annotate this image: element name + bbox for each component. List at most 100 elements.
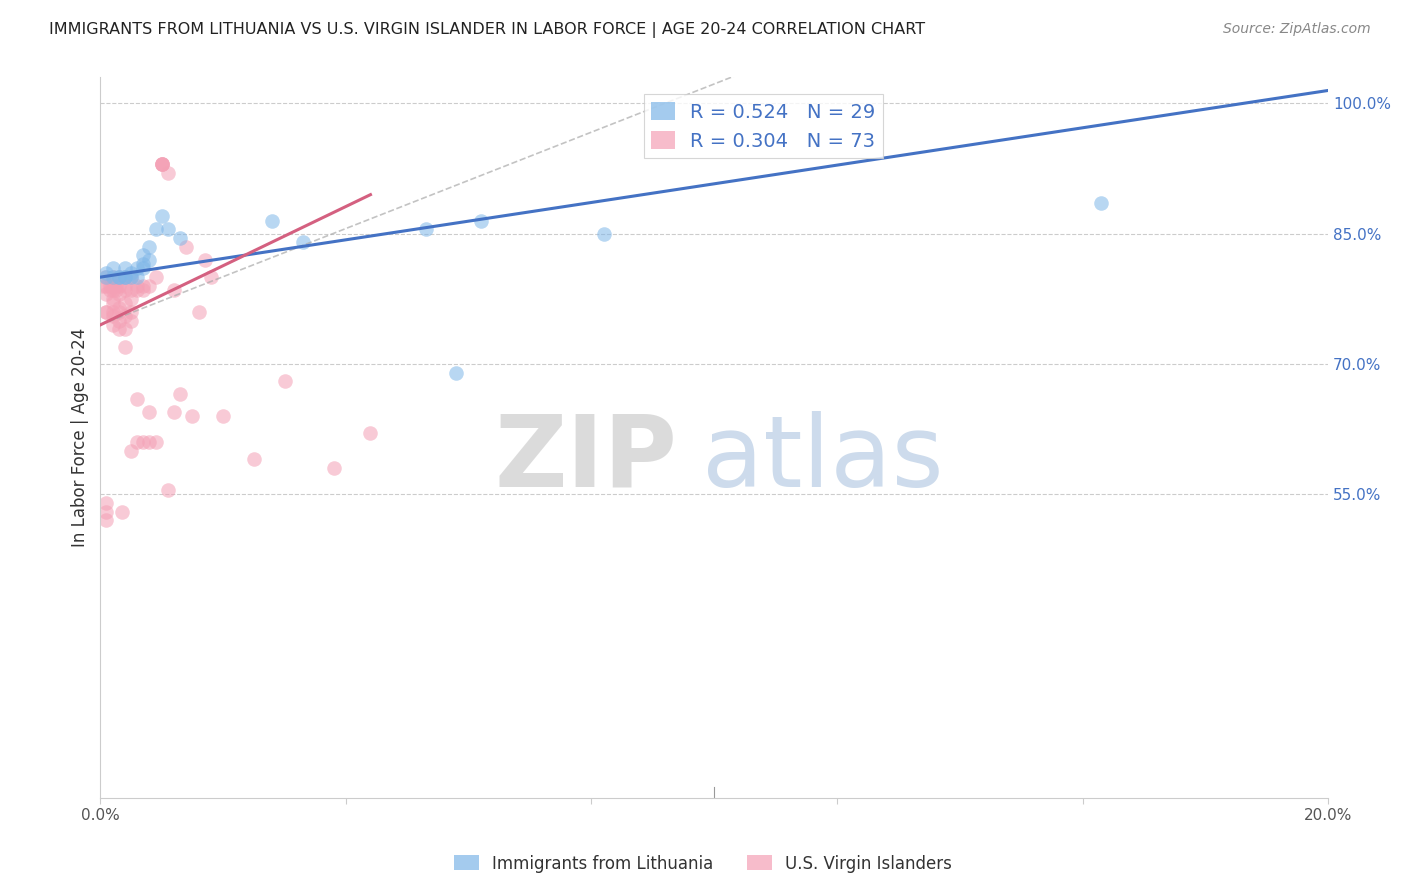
Point (138, 240, 160, 254)
Point (132, 435, 155, 450)
Point (169, 387, 191, 401)
Point (145, 270, 167, 285)
Point (101, 309, 124, 323)
Point (107, 322, 129, 336)
Point (187, 305, 209, 319)
Point (150, 157, 173, 171)
Point (114, 270, 136, 285)
Point (120, 266, 142, 280)
Point (120, 283, 142, 297)
Legend: Immigrants from Lithuania, U.S. Virgin Islanders: Immigrants from Lithuania, U.S. Virgin I… (447, 848, 959, 880)
Point (107, 270, 129, 285)
Point (132, 257, 155, 271)
Point (101, 296, 124, 310)
Point (127, 283, 149, 297)
Point (107, 270, 129, 285)
Point (101, 270, 124, 285)
Point (101, 278, 124, 293)
Point (176, 240, 198, 254)
Point (104, 278, 127, 293)
Point (138, 278, 160, 293)
Point (138, 405, 160, 419)
Point (114, 309, 136, 323)
Point (156, 483, 179, 497)
Point (150, 157, 173, 171)
Point (114, 296, 136, 310)
Point (111, 504, 134, 518)
Point (107, 287, 129, 301)
Point (150, 210, 173, 224)
Point (138, 435, 160, 450)
Point (96, 305, 118, 319)
Point (101, 270, 124, 285)
Point (96, 305, 118, 319)
Point (107, 270, 129, 285)
Point (114, 261, 136, 276)
Point (96, 513, 118, 527)
Point (194, 252, 217, 267)
Point (114, 270, 136, 285)
Point (145, 435, 167, 450)
Text: ZIP: ZIP (495, 411, 678, 508)
Point (114, 270, 136, 285)
Point (322, 461, 344, 475)
Point (470, 213, 492, 227)
Point (132, 248, 155, 262)
Point (107, 278, 129, 293)
Point (120, 305, 142, 319)
Point (212, 409, 235, 423)
Point (98, 283, 121, 297)
Point (114, 283, 136, 297)
Point (120, 270, 142, 285)
Point (359, 426, 381, 441)
Point (96, 504, 118, 518)
Point (150, 157, 173, 171)
Point (101, 261, 124, 276)
Point (132, 283, 155, 297)
Point (243, 452, 266, 467)
Point (96, 266, 118, 280)
Point (114, 278, 136, 293)
Point (101, 283, 124, 297)
Point (163, 283, 186, 297)
Point (156, 222, 179, 236)
Point (101, 318, 124, 332)
Point (101, 292, 124, 306)
Point (169, 231, 191, 245)
Point (107, 305, 129, 319)
Point (150, 157, 173, 171)
Point (592, 227, 614, 241)
Point (415, 222, 437, 236)
Point (127, 392, 149, 406)
Point (138, 252, 160, 267)
Text: IMMIGRANTS FROM LITHUANIA VS U.S. VIRGIN ISLANDER IN LABOR FORCE | AGE 20-24 COR: IMMIGRANTS FROM LITHUANIA VS U.S. VIRGIN… (49, 22, 925, 38)
Point (93, 278, 115, 293)
Point (127, 270, 149, 285)
Point (262, 213, 284, 227)
Point (132, 261, 155, 276)
Point (273, 374, 295, 388)
Point (446, 366, 468, 380)
Point (114, 322, 136, 336)
Point (104, 283, 127, 297)
Point (107, 313, 129, 327)
Text: atlas: atlas (702, 411, 943, 508)
Y-axis label: In Labor Force | Age 20-24: In Labor Force | Age 20-24 (72, 328, 89, 548)
Point (200, 270, 222, 285)
Point (291, 235, 314, 250)
Point (98, 278, 121, 293)
Point (127, 261, 149, 276)
Point (120, 313, 142, 327)
Point (145, 222, 167, 236)
Point (120, 292, 142, 306)
Point (96, 278, 118, 293)
Point (96, 287, 118, 301)
Point (120, 270, 142, 285)
Point (1090, 196, 1112, 211)
Text: Source: ZipAtlas.com: Source: ZipAtlas.com (1223, 22, 1371, 37)
Point (101, 305, 124, 319)
Point (96, 270, 118, 285)
Point (156, 166, 179, 180)
Legend: R = 0.524   N = 29, R = 0.304   N = 73: R = 0.524 N = 29, R = 0.304 N = 73 (644, 95, 883, 159)
Point (181, 409, 204, 423)
